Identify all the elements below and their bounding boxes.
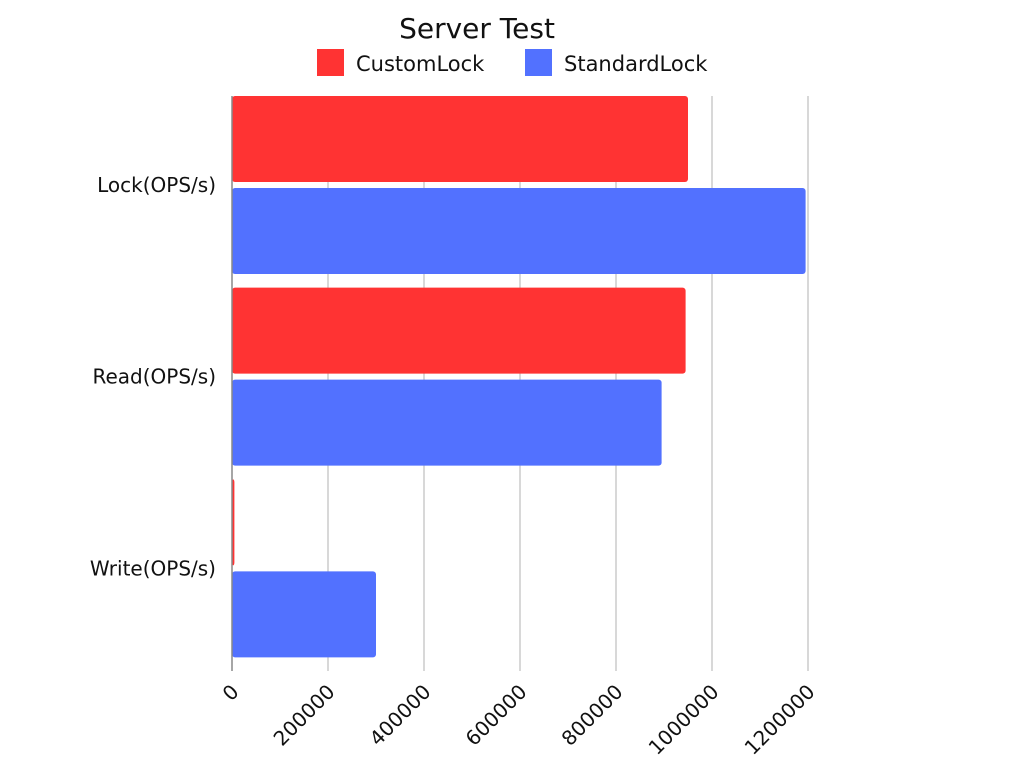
x-tick-label: 800000: [557, 680, 628, 751]
legend-swatch-standardlock: [525, 49, 552, 76]
bar-standardlock-2: [232, 571, 376, 658]
legend: CustomLock StandardLock: [317, 49, 708, 76]
category-label: Write(OPS/s): [90, 556, 216, 580]
x-tick-label: 0: [218, 680, 244, 706]
x-tick-label: 600000: [461, 680, 532, 751]
legend-swatch-customlock: [317, 49, 344, 76]
bar-standardlock-1: [232, 379, 662, 466]
x-tick-label: 1000000: [644, 680, 724, 760]
bar-customlock-1: [232, 287, 686, 374]
category-label: Lock(OPS/s): [97, 173, 216, 197]
x-tick-label: 200000: [269, 680, 340, 751]
x-tick-label: 1200000: [740, 680, 820, 760]
x-tick-label: 400000: [365, 680, 436, 751]
category-labels: Lock(OPS/s) Read(OPS/s) Write(OPS/s): [90, 173, 216, 580]
chart-title: Server Test: [399, 12, 555, 45]
bar-customlock-0: [232, 96, 688, 182]
bars: [232, 96, 806, 658]
legend-label-standardlock: StandardLock: [564, 52, 708, 76]
legend-label-customlock: CustomLock: [356, 52, 485, 76]
x-tick-labels: 0 200000 400000 600000 800000 1000000 1200000: [218, 680, 820, 760]
bar-standardlock-0: [232, 188, 806, 274]
category-label: Read(OPS/s): [92, 365, 216, 389]
